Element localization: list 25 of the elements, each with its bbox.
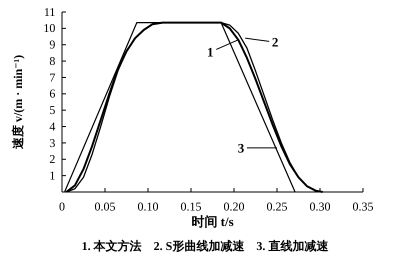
y-tick-label: 2 [49, 152, 56, 166]
x-tick-label: 0.25 [266, 200, 288, 214]
x-axis-title: 时间 t/s [191, 214, 234, 229]
y-tick-label: 6 [49, 86, 56, 101]
y-tick-label: 7 [49, 70, 56, 84]
x-tick-label: 0.30 [310, 200, 330, 214]
y-tick-label: 3 [49, 136, 56, 150]
y-tick-label: 8 [49, 54, 56, 68]
annotation: 2 [272, 34, 278, 50]
y-axis-title: 速度 v/(m · min⁻¹) [11, 54, 25, 150]
y-tick-label: 5 [49, 103, 56, 118]
y-tick-label: 11 [44, 4, 56, 19]
y-tick-label: 4 [49, 119, 56, 134]
y-tick-label: 1 [49, 168, 56, 182]
annotation: 3 [238, 140, 245, 156]
x-tick-label: 0.10 [138, 200, 158, 214]
annotation: 1 [207, 44, 214, 60]
text: 1. 本文方法 2. S形曲线加减速 3. 直线加减速 [82, 239, 330, 253]
x-tick-label: 0 [59, 200, 65, 214]
x-tick-label: 0.15 [180, 200, 202, 214]
y-tick-label: 9 [49, 38, 56, 52]
x-tick-label: 0.20 [224, 200, 244, 214]
y-tick-label: 10 [43, 21, 56, 36]
x-tick-label: 0.05 [94, 200, 116, 214]
x-tick-label: 0.35 [352, 200, 374, 214]
